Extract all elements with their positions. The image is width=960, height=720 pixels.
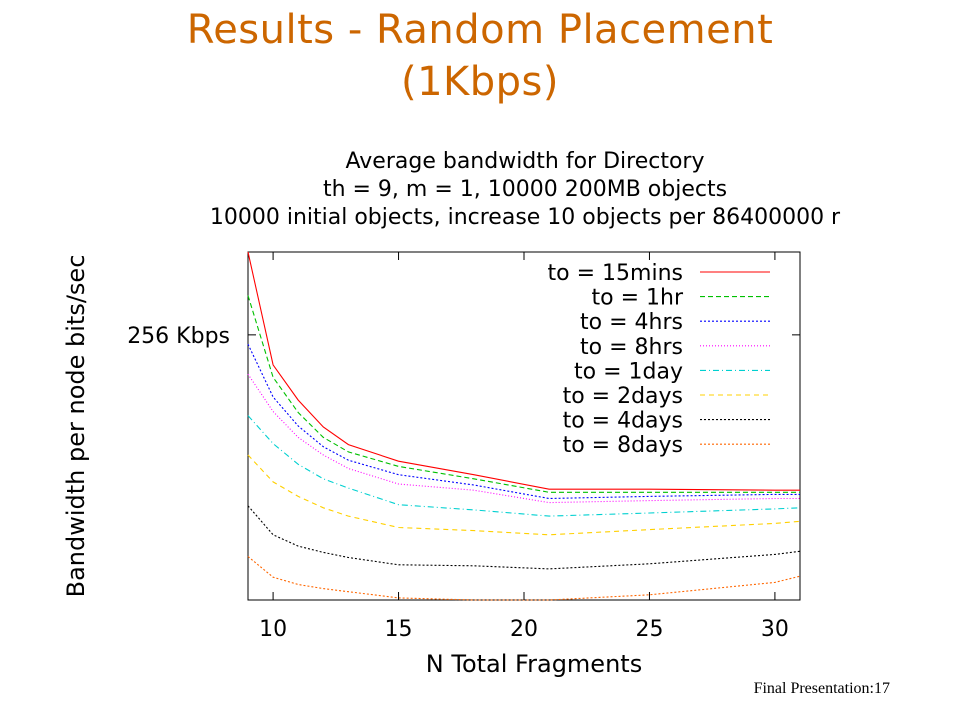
chart-title: Average bandwidth for Directory th = 9, m…: [210, 149, 841, 230]
x-tick-label: 25: [635, 617, 663, 642]
slide-title-line2: (1Kbps): [400, 59, 559, 105]
x-tick-label: 15: [385, 617, 413, 642]
y-axis-label: Bandwidth per node bits/sec: [62, 255, 90, 598]
legend-label-5: to = 1day: [574, 359, 683, 384]
chart-title-line-1: Average bandwidth for Directory: [346, 149, 705, 174]
series-line-8: [247, 556, 801, 601]
legend-label-3: to = 4hrs: [580, 310, 683, 335]
x-tick-label: 10: [259, 617, 287, 642]
legend-label-7: to = 4days: [563, 409, 683, 434]
axes-layer: 10 15 20 25 30 256 Kbps: [127, 252, 800, 642]
chart-title-line-2: th = 9, m = 1, 10000 200MB objects: [323, 177, 727, 202]
slide-title: Results - Random Placement (1Kbps): [0, 4, 960, 108]
legend-label-8: to = 8days: [563, 433, 683, 458]
legend-label-2: to = 1hr: [592, 286, 684, 311]
plot-frame: [247, 251, 801, 601]
x-tick-label: 30: [761, 617, 789, 642]
series-line-4: [247, 373, 800, 504]
y-tick-label: 256 Kbps: [127, 324, 230, 349]
footer-page-label: Final Presentation:17: [753, 680, 890, 697]
legend-label-1: to = 15mins: [548, 261, 683, 286]
series-layer: [247, 251, 801, 601]
chart-title-line-3: 10000 initial objects, increase 10 objec…: [210, 205, 841, 230]
legend-label-4: to = 8hrs: [580, 335, 683, 360]
x-axis-label: N Total Fragments: [426, 650, 642, 678]
series-line-3: [247, 343, 800, 500]
series-line-1: [247, 251, 800, 491]
series-line-7: [247, 505, 801, 570]
slide-title-line1: Results - Random Placement: [186, 7, 774, 53]
series-line-2: [247, 295, 800, 493]
x-tick-label: 20: [510, 617, 538, 642]
legend-label-6: to = 2days: [563, 384, 683, 409]
series-line-5: [247, 415, 801, 517]
series-line-6: [247, 454, 801, 536]
